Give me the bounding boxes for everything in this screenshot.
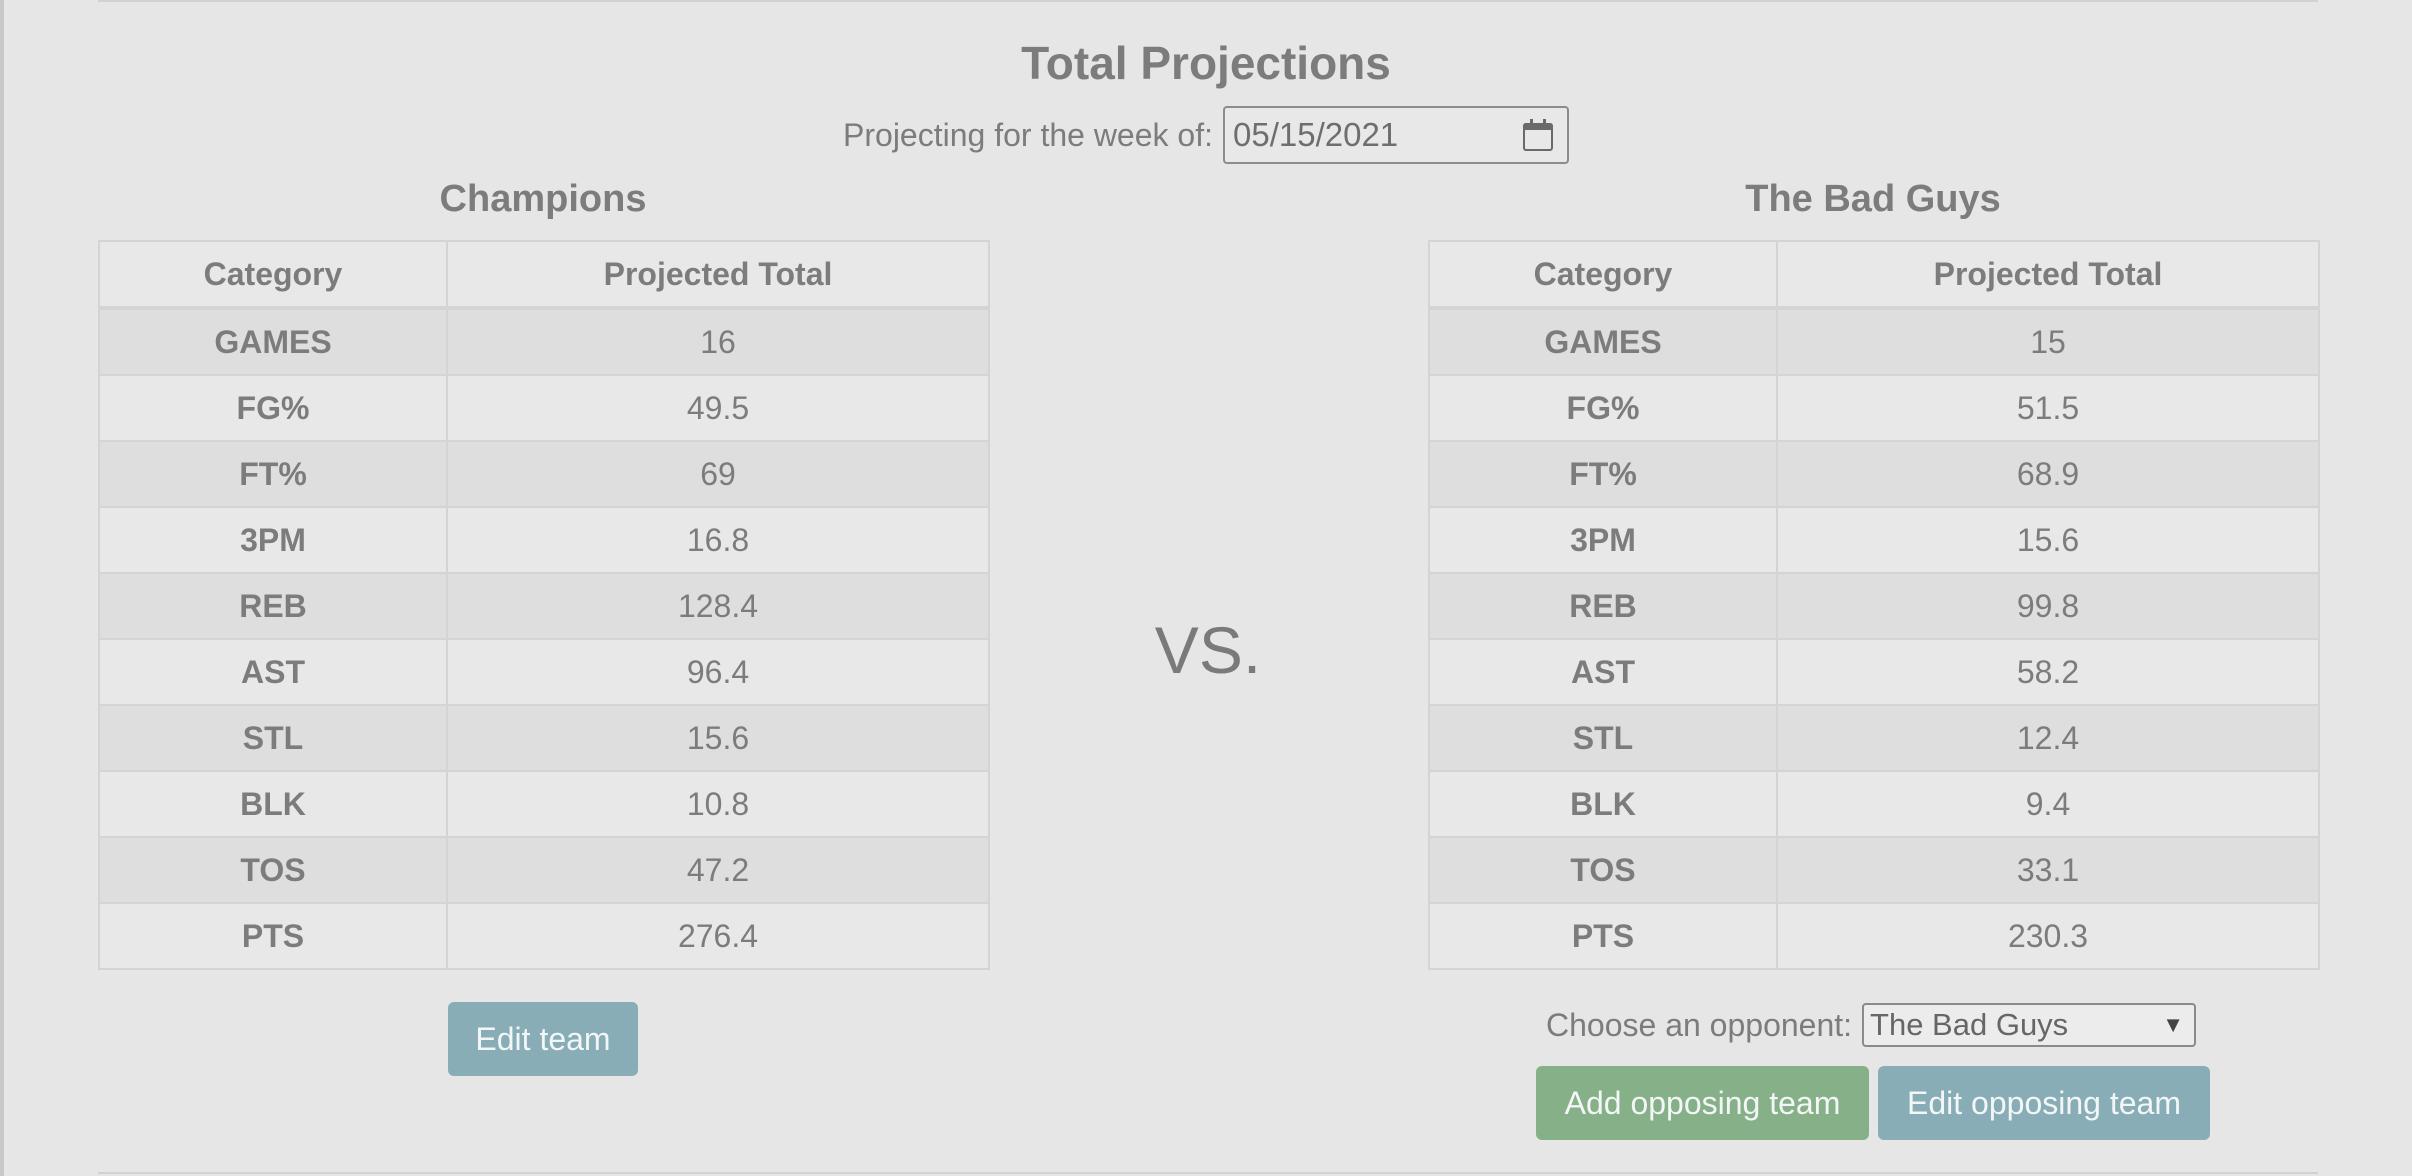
value-cell: 12.4 <box>1776 704 2320 772</box>
value-cell: 51.5 <box>1776 374 2320 442</box>
category-cell: GAMES <box>1428 307 1778 376</box>
week-label: Projecting for the week of: <box>843 116 1213 153</box>
category-cell: REB <box>1428 572 1778 640</box>
table-row: 3PM 15.6 <box>1428 506 2320 574</box>
category-cell: BLK <box>1428 770 1778 838</box>
category-cell: REB <box>98 572 448 640</box>
projected-total-header: Projected Total <box>1776 240 2320 310</box>
table-row: REB 99.8 <box>1428 572 2320 640</box>
table-header-row: Category Projected Total <box>1428 240 2320 310</box>
window-edge <box>0 0 4 1176</box>
value-cell: 49.5 <box>446 374 990 442</box>
category-cell: 3PM <box>1428 506 1778 574</box>
chevron-down-icon: ▼ <box>2162 1012 2185 1037</box>
category-cell: PTS <box>1428 902 1778 970</box>
table-header-row: Category Projected Total <box>98 240 990 310</box>
team-name: Champions <box>439 178 647 220</box>
table-row: 3PM 16.8 <box>98 506 990 574</box>
week-selector: Projecting for the week of: 05/15/2021 <box>0 106 2412 164</box>
opponent-select[interactable]: The Bad Guys ▼ <box>1862 1003 2197 1047</box>
table-row: BLK 9.4 <box>1428 770 2320 838</box>
table-row: FG% 49.5 <box>98 374 990 442</box>
week-date-value: 05/15/2021 <box>1232 116 1399 153</box>
value-cell: 15.6 <box>1776 506 2320 574</box>
value-cell: 15 <box>1776 307 2320 376</box>
category-header: Category <box>98 240 448 310</box>
value-cell: 96.4 <box>446 638 990 706</box>
value-cell: 99.8 <box>1776 572 2320 640</box>
table-row: GAMES 16 <box>98 307 990 376</box>
value-cell: 58.2 <box>1776 638 2320 706</box>
opponent-projections-table: Category Projected Total GAMES 15 FG% 51.5… <box>1428 240 2320 970</box>
value-cell: 230.3 <box>1776 902 2320 970</box>
table-row: FT% 68.9 <box>1428 440 2320 508</box>
category-cell: AST <box>1428 638 1778 706</box>
category-cell: FT% <box>1428 440 1778 508</box>
value-cell: 69 <box>446 440 990 508</box>
opponent-select-value: The Bad Guys <box>1870 1007 2069 1042</box>
value-cell: 68.9 <box>1776 440 2320 508</box>
bottom-divider <box>98 1172 2318 1174</box>
value-cell: 33.1 <box>1776 836 2320 904</box>
table-row: GAMES 15 <box>1428 307 2320 376</box>
category-cell: PTS <box>98 902 448 970</box>
add-opposing-team-button[interactable]: Add opposing team <box>1536 1066 1869 1140</box>
table-row: FT% 69 <box>98 440 990 508</box>
team-projections-table: Category Projected Total GAMES 16 FG% 49.5… <box>98 240 990 970</box>
category-cell: TOS <box>98 836 448 904</box>
table-row: AST 96.4 <box>98 638 990 706</box>
value-cell: 47.2 <box>446 836 990 904</box>
value-cell: 276.4 <box>446 902 990 970</box>
category-cell: GAMES <box>98 307 448 376</box>
category-cell: FG% <box>1428 374 1778 442</box>
table-row: STL 15.6 <box>98 704 990 772</box>
category-cell: FG% <box>98 374 448 442</box>
table-row: PTS 230.3 <box>1428 902 2320 970</box>
category-cell: FT% <box>98 440 448 508</box>
table-row: STL 12.4 <box>1428 704 2320 772</box>
value-cell: 128.4 <box>446 572 990 640</box>
value-cell: 10.8 <box>446 770 990 838</box>
category-cell: STL <box>98 704 448 772</box>
opponent-name: The Bad Guys <box>1745 178 2001 220</box>
week-date-input[interactable]: 05/15/2021 <box>1222 106 1569 164</box>
table-row: REB 128.4 <box>98 572 990 640</box>
category-header: Category <box>1428 240 1778 310</box>
calendar-icon[interactable] <box>1521 118 1555 152</box>
table-row: TOS 33.1 <box>1428 836 2320 904</box>
value-cell: 16 <box>446 307 990 376</box>
choose-opponent-label: Choose an opponent: <box>1546 1006 1853 1043</box>
opponent-chooser: Choose an opponent: The Bad Guys ▼ <box>1546 1003 2197 1047</box>
category-cell: TOS <box>1428 836 1778 904</box>
table-row: TOS 47.2 <box>98 836 990 904</box>
table-row: AST 58.2 <box>1428 638 2320 706</box>
value-cell: 15.6 <box>446 704 990 772</box>
edit-team-button[interactable]: Edit team <box>448 1002 638 1076</box>
versus-label: VS. <box>1154 613 1262 687</box>
page-title: Total Projections <box>1021 37 1391 89</box>
category-cell: 3PM <box>98 506 448 574</box>
category-cell: STL <box>1428 704 1778 772</box>
table-row: FG% 51.5 <box>1428 374 2320 442</box>
table-row: BLK 10.8 <box>98 770 990 838</box>
top-divider <box>98 0 2318 2</box>
category-cell: AST <box>98 638 448 706</box>
edit-opposing-team-button[interactable]: Edit opposing team <box>1878 1066 2210 1140</box>
value-cell: 9.4 <box>1776 770 2320 838</box>
table-row: PTS 276.4 <box>98 902 990 970</box>
value-cell: 16.8 <box>446 506 990 574</box>
projected-total-header: Projected Total <box>446 240 990 310</box>
category-cell: BLK <box>98 770 448 838</box>
